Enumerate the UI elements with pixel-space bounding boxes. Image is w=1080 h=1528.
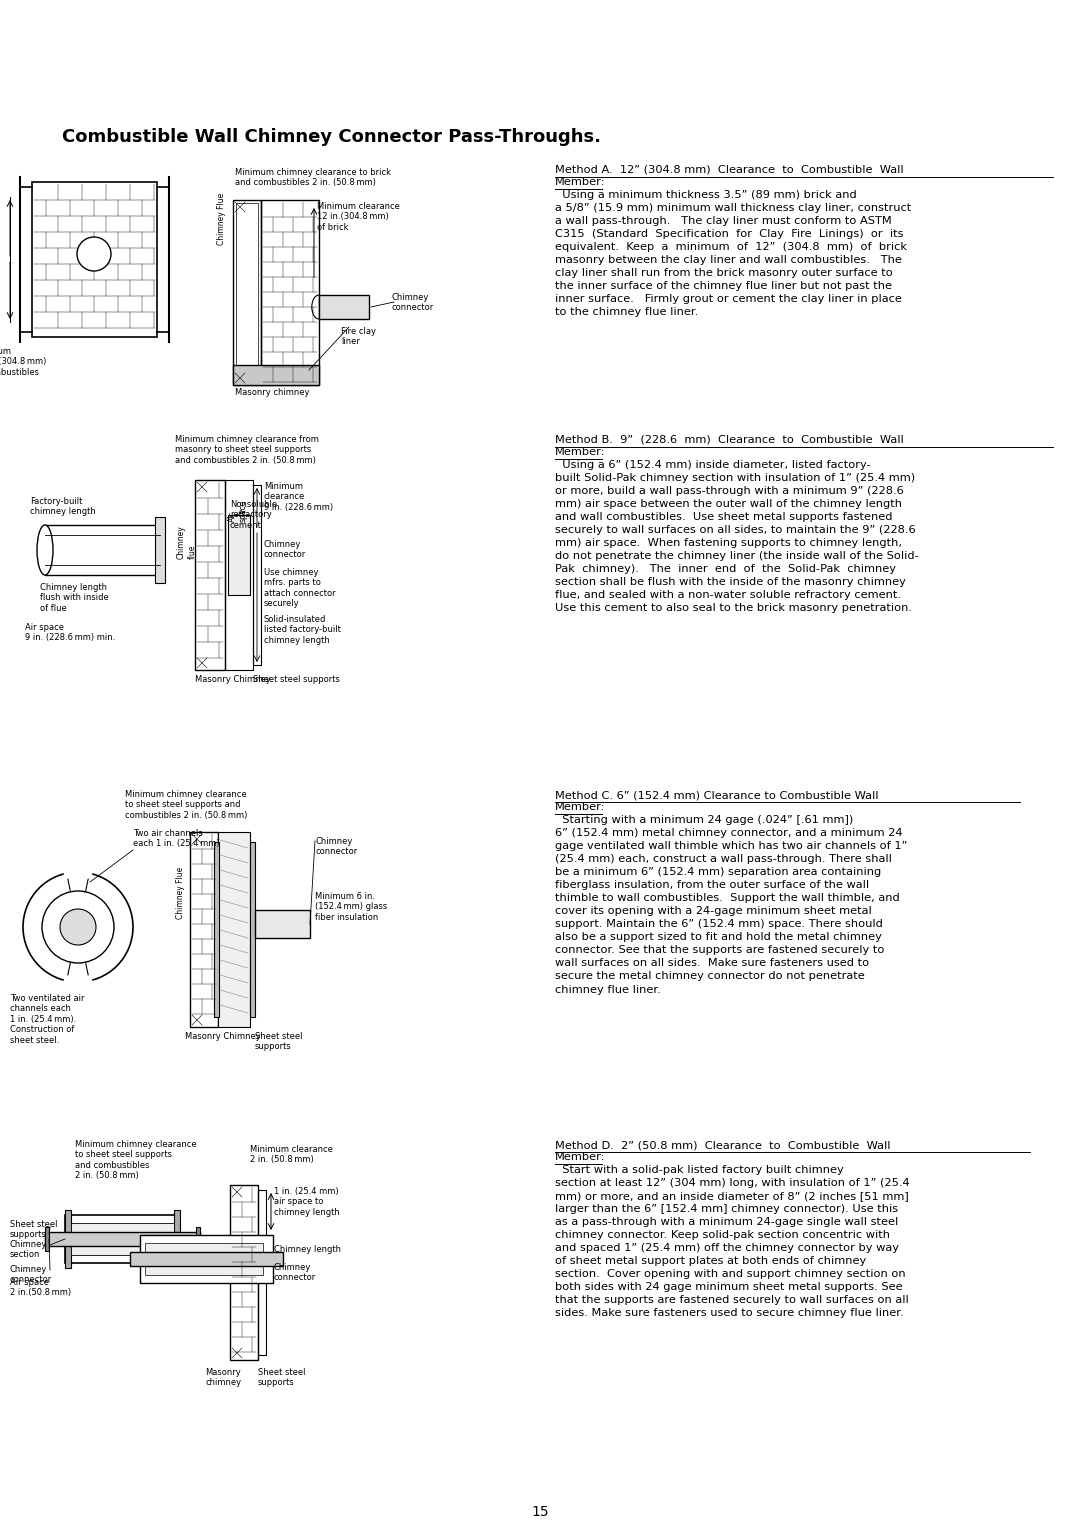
- Text: Minimum 6 in.
(152.4 mm) glass
fiber insulation: Minimum 6 in. (152.4 mm) glass fiber ins…: [315, 892, 388, 921]
- Text: Combustible Wall Chimney Connector Pass-Throughs.: Combustible Wall Chimney Connector Pass-…: [62, 128, 600, 147]
- Text: Air
space: Air space: [228, 500, 247, 523]
- Text: Chimney
connector: Chimney connector: [10, 1265, 52, 1285]
- Circle shape: [42, 891, 114, 963]
- Text: Nonsoluble
refractory
cement: Nonsoluble refractory cement: [230, 500, 278, 530]
- Text: Using a minimum thickness 3.5” (89 mm) brick and
a 5/8” (15.9 mm) minimum wall t: Using a minimum thickness 3.5” (89 mm) b…: [555, 189, 912, 318]
- Circle shape: [77, 237, 111, 270]
- Text: Using a 6” (152.4 mm) inside diameter, listed factory-
built Solid-Pak chimney s: Using a 6” (152.4 mm) inside diameter, l…: [555, 460, 919, 613]
- Text: Use chimney
mfrs. parts to
attach connector
securely: Use chimney mfrs. parts to attach connec…: [264, 568, 336, 608]
- Text: Start with a solid-pak listed factory built chimney
section at least 12” (304 mm: Start with a solid-pak listed factory bu…: [555, 1164, 909, 1319]
- Bar: [258, 1190, 266, 1355]
- Text: Chimney Flue: Chimney Flue: [217, 193, 226, 244]
- Bar: [190, 833, 218, 1027]
- Bar: [71, 1222, 174, 1254]
- Bar: [230, 1186, 258, 1360]
- Bar: [45, 526, 160, 575]
- Bar: [253, 484, 261, 665]
- Text: Fire clay
liner: Fire clay liner: [341, 327, 376, 347]
- Bar: [225, 480, 253, 669]
- Text: Two ventilated air
channels each
1 in. (25.4 mm).
Construction of
sheet steel.: Two ventilated air channels each 1 in. (…: [10, 995, 84, 1045]
- Text: Member:: Member:: [555, 1152, 606, 1161]
- Text: Chimney length: Chimney length: [274, 1245, 341, 1254]
- Circle shape: [23, 872, 133, 983]
- Bar: [218, 833, 249, 1027]
- Bar: [174, 1210, 180, 1268]
- Text: Minimum
12 in. (304.8 mm)
to combustibles: Minimum 12 in. (304.8 mm) to combustible…: [0, 347, 46, 377]
- Text: Chimney
flue: Chimney flue: [177, 526, 197, 559]
- Text: Starting with a minimum 24 gage (.024” [.61 mm])
6” (152.4 mm) metal chimney con: Starting with a minimum 24 gage (.024” […: [555, 814, 907, 995]
- Text: Sheet steel
supports: Sheet steel supports: [10, 1219, 57, 1239]
- Text: Member:: Member:: [555, 802, 606, 811]
- Bar: [140, 1235, 273, 1284]
- Circle shape: [60, 909, 96, 944]
- Text: 15: 15: [531, 1505, 549, 1519]
- Text: Chimney length
flush with inside
of flue: Chimney length flush with inside of flue: [40, 584, 109, 613]
- Text: Sheet steel supports: Sheet steel supports: [253, 675, 340, 685]
- Text: Masonry chimney: Masonry chimney: [235, 388, 310, 397]
- Text: Chimney
connector: Chimney connector: [391, 293, 433, 312]
- Text: Method C. 6” (152.4 mm) Clearance to Combustible Wall: Method C. 6” (152.4 mm) Clearance to Com…: [555, 790, 878, 801]
- Text: Two air channels
each 1 in. (25.4 mm): Two air channels each 1 in. (25.4 mm): [133, 830, 219, 848]
- Bar: [195, 1227, 200, 1251]
- Bar: [145, 1242, 264, 1274]
- Text: Minimum chimney clearance from
masonry to sheet steel supports
and combustibles : Minimum chimney clearance from masonry t…: [175, 435, 319, 465]
- Text: Member:: Member:: [555, 177, 606, 186]
- Text: Masonry Chimney: Masonry Chimney: [195, 675, 271, 685]
- Bar: [130, 1251, 283, 1267]
- Text: Chimney
connector: Chimney connector: [274, 1264, 316, 1282]
- Bar: [65, 1210, 71, 1268]
- Text: Chimney
connector: Chimney connector: [315, 837, 357, 856]
- Text: Method B.  9”  (228.6  mm)  Clearance  to  Combustible  Wall: Method B. 9” (228.6 mm) Clearance to Com…: [555, 435, 904, 445]
- Text: Masonry
chimney: Masonry chimney: [205, 1368, 241, 1387]
- Text: Method D.  2” (50.8 mm)  Clearance  to  Combustible  Wall: Method D. 2” (50.8 mm) Clearance to Comb…: [555, 1140, 891, 1151]
- Bar: [195, 480, 225, 669]
- Bar: [255, 911, 310, 938]
- Text: Minimum clearance
12 in.(304.8 mm)
of brick: Minimum clearance 12 in.(304.8 mm) of br…: [318, 202, 400, 232]
- Text: Air space
2 in.(50.8 mm): Air space 2 in.(50.8 mm): [10, 1277, 71, 1297]
- Text: Minimum clearance
2 in. (50.8 mm): Minimum clearance 2 in. (50.8 mm): [249, 1144, 333, 1164]
- Text: Method A.  12” (304.8 mm)  Clearance  to  Combustible  Wall: Method A. 12” (304.8 mm) Clearance to Co…: [555, 165, 904, 176]
- Bar: [319, 295, 369, 319]
- Bar: [45, 1227, 49, 1251]
- Ellipse shape: [37, 526, 53, 575]
- Text: Sheet steel
supports: Sheet steel supports: [255, 1031, 302, 1051]
- Bar: [261, 200, 319, 385]
- Text: Air space
9 in. (228.6 mm) min.: Air space 9 in. (228.6 mm) min.: [25, 623, 116, 642]
- Bar: [237, 203, 258, 382]
- Bar: [156, 516, 165, 584]
- Bar: [65, 1215, 180, 1264]
- Bar: [214, 842, 219, 1018]
- Text: Solid-insulated
listed factory-built
chimney length: Solid-insulated listed factory-built chi…: [264, 614, 341, 645]
- Text: Factory-built
chimney length: Factory-built chimney length: [30, 497, 96, 516]
- Text: Sheet steel
supports: Sheet steel supports: [258, 1368, 306, 1387]
- Bar: [233, 365, 319, 385]
- Bar: [249, 842, 255, 1018]
- Text: 1 in. (25.4 mm)
air space to
chimney length: 1 in. (25.4 mm) air space to chimney len…: [274, 1187, 340, 1216]
- Bar: [228, 515, 249, 594]
- Text: Chimney
section: Chimney section: [10, 1241, 48, 1259]
- Text: Masonry Chimney: Masonry Chimney: [185, 1031, 260, 1041]
- Bar: [32, 182, 157, 338]
- Text: Chimney
connector: Chimney connector: [264, 539, 307, 559]
- Bar: [233, 200, 261, 385]
- Text: Minimum chimney clearance to brick
and combustibles 2 in. (50.8 mm): Minimum chimney clearance to brick and c…: [235, 168, 391, 188]
- Text: Minimum chimney clearance
to sheet steel supports
and combustibles
2 in. (50.8 m: Minimum chimney clearance to sheet steel…: [75, 1140, 197, 1180]
- Text: Minimum chimney clearance
to sheet steel supports and
combustibles 2 in. (50.8 m: Minimum chimney clearance to sheet steel…: [125, 790, 247, 821]
- Bar: [45, 1232, 200, 1245]
- Text: Chimney Flue: Chimney Flue: [176, 866, 185, 920]
- Text: Member:: Member:: [555, 448, 606, 457]
- Text: Minimum
clearance
9 in. (228.6 mm): Minimum clearance 9 in. (228.6 mm): [264, 481, 333, 512]
